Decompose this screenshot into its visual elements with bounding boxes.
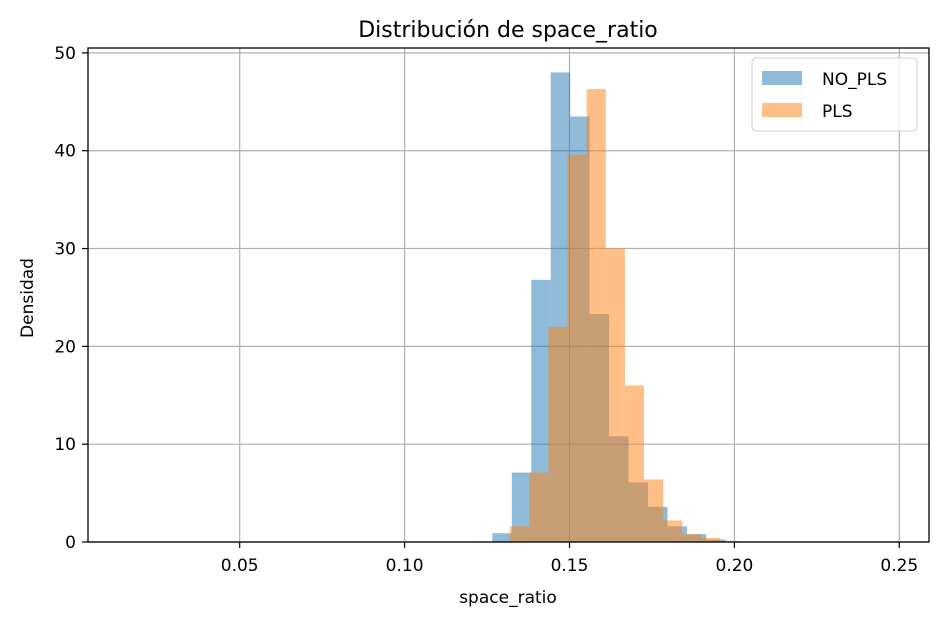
x-tick-label: 0.05 [221,556,259,576]
chart-title: Distribución de space_ratio [358,18,658,43]
bar-pls-1 [529,472,549,542]
y-tick-label: 40 [54,142,76,162]
bar-pls-6 [624,385,645,542]
x-tick-label: 0.20 [715,556,753,576]
x-tick-label: 0.15 [551,556,589,576]
legend-swatch-pls [762,103,802,117]
bar-no-pls-1 [511,472,532,542]
y-tick-label: 10 [54,435,76,455]
bar-pls-3 [567,154,587,543]
y-axis-ticks: 0 10 20 30 40 50 [54,44,88,553]
x-tick-label: 0.25 [880,556,918,576]
legend: NO_PLS PLS [751,57,918,132]
y-tick-label: 20 [54,337,76,357]
y-axis-label: Densidad [18,258,38,338]
series-pls-bars [510,89,740,543]
bar-pls-5 [605,248,625,542]
bar-pls-7 [644,479,664,542]
axes-frame [87,47,930,543]
histogram-bars [492,72,740,543]
bar-pls-2 [548,326,568,542]
bar-pls-10 [701,538,721,542]
y-tick-label: 30 [54,240,76,260]
bar-no-pls-0 [492,533,512,542]
x-tick-label: 0.10 [386,556,424,576]
bar-pls-0 [510,526,530,542]
legend-label-pls: PLS [822,102,853,122]
bar-pls-8 [663,520,683,542]
legend-swatch-no-pls [762,71,802,85]
x-axis-label: space_ratio [459,588,557,608]
x-axis-ticks: 0.05 0.10 0.15 0.20 0.25 [221,542,918,576]
bar-pls-9 [682,534,702,542]
y-tick-label: 50 [54,44,76,64]
y-tick-label: 0 [65,533,76,553]
bar-pls-4 [586,89,606,543]
legend-label-no-pls: NO_PLS [822,70,887,90]
